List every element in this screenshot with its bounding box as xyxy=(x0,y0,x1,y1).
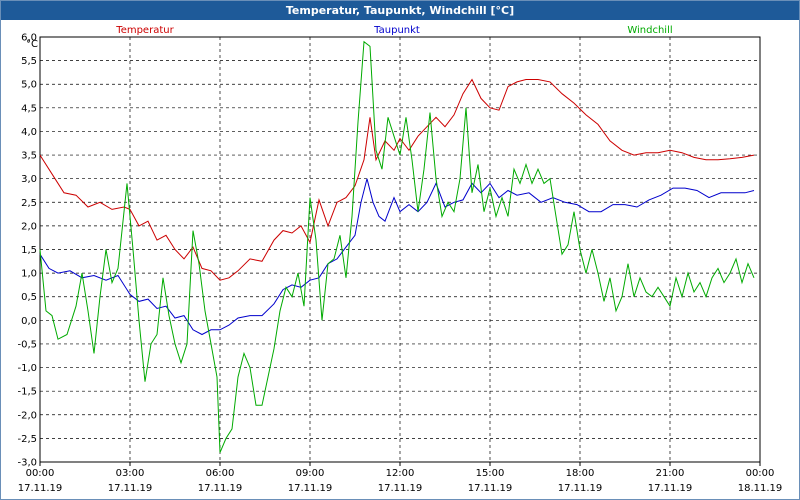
x-tick-date: 17.11.19 xyxy=(108,483,153,494)
y-tick-label: -0,5 xyxy=(17,339,37,350)
x-tick-time: 00:00 xyxy=(26,468,55,479)
x-tick-time: 09:00 xyxy=(296,468,325,479)
chart-canvas: Temperatur Taupunkt Windchill -3,0 -2,5 -2,0… xyxy=(17,25,782,495)
x-tick-time: 15:00 xyxy=(476,468,505,479)
y-tick-label: 5,5 xyxy=(21,56,37,67)
grid xyxy=(40,37,760,462)
y-tick-label: 3,0 xyxy=(21,174,37,185)
y-tick-label: 2,5 xyxy=(21,198,37,209)
x-tick-time: 12:00 xyxy=(386,468,415,479)
y-tick-label: -2,0 xyxy=(17,410,37,421)
x-tick-date: 17.11.19 xyxy=(198,483,243,494)
x-tick-date: 17.11.19 xyxy=(558,483,603,494)
series-line-temperatur xyxy=(39,78,755,281)
x-tick-date: 18.11.19 xyxy=(738,483,783,494)
y-axis-unit: °C xyxy=(26,39,38,50)
y-tick-label: 4,5 xyxy=(21,103,37,114)
x-tick-date: 17.11.19 xyxy=(288,483,333,494)
series-line-windchill xyxy=(39,40,755,453)
y-tick-label: -2,5 xyxy=(17,434,37,445)
y-tick-label: 3,5 xyxy=(21,151,37,162)
y-tick-label: 1,5 xyxy=(21,245,37,256)
x-tick-time: 06:00 xyxy=(206,468,235,479)
x-tick-date: 17.11.19 xyxy=(468,483,513,494)
x-tick-time: 18:00 xyxy=(566,468,595,479)
x-tick-date: 17.11.19 xyxy=(18,483,63,494)
y-tick-label: 2,0 xyxy=(21,221,37,232)
y-tick-label: 0,0 xyxy=(21,316,37,327)
legend-windchill: Windchill xyxy=(627,25,672,36)
y-tick-label: -1,0 xyxy=(17,363,37,374)
x-tick-time: 21:00 xyxy=(656,468,685,479)
axes xyxy=(39,36,761,466)
x-tick-time: 03:00 xyxy=(116,468,145,479)
series-line-taupunkt xyxy=(39,178,755,336)
y-tick-label: -1,5 xyxy=(17,387,37,398)
y-tick-label: 4,0 xyxy=(21,127,37,138)
y-tick-label: 6,0 xyxy=(21,33,37,44)
window-title: Temperatur, Taupunkt, Windchill [°C] xyxy=(1,1,799,20)
legend-temperatur: Temperatur xyxy=(115,25,174,36)
x-tick-date: 17.11.19 xyxy=(378,483,423,494)
y-tick-label: -3,0 xyxy=(17,458,37,469)
x-tick-date: 17.11.19 xyxy=(648,483,693,494)
x-tick-time: 00:00 xyxy=(746,468,775,479)
y-tick-label: 5,0 xyxy=(21,80,37,91)
tick-labels: -3,0 -2,5 -2,0 -1,5 -1,0 -0,5 0,0 0,5 1,0 1,5 2,0 2… xyxy=(17,33,782,495)
legend: Temperatur Taupunkt Windchill xyxy=(115,25,672,36)
y-tick-label: 0,5 xyxy=(21,292,37,303)
legend-taupunkt: Taupunkt xyxy=(373,25,420,36)
series-lines xyxy=(39,40,755,453)
y-tick-label: 1,0 xyxy=(21,269,37,280)
